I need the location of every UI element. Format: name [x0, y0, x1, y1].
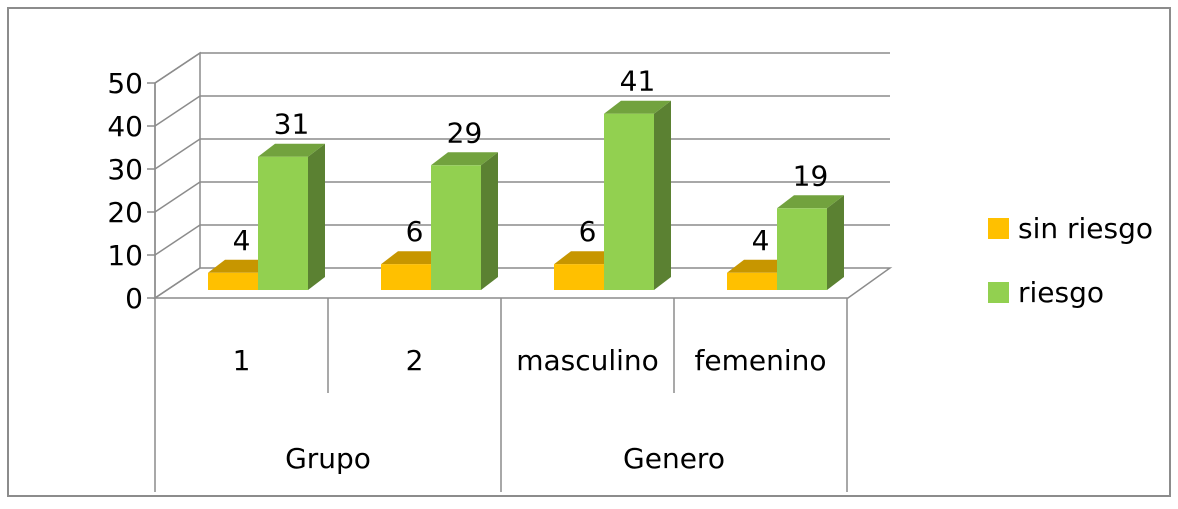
bar-side — [308, 143, 325, 290]
x-tick-label: masculino — [516, 344, 659, 377]
gridline — [154, 95, 890, 127]
bar — [258, 143, 325, 290]
x-tick-label: 1 — [233, 344, 251, 377]
legend: sin riesgo riesgo — [988, 212, 1153, 309]
legend-swatch — [988, 282, 1009, 303]
y-axis: 0 10 20 30 40 50 — [107, 67, 156, 315]
bar-front — [208, 272, 258, 290]
data-label: 6 — [406, 215, 424, 248]
data-label: 29 — [447, 116, 483, 149]
bar-front — [381, 264, 431, 290]
bar-side — [654, 100, 671, 290]
bar-front — [727, 272, 777, 290]
y-tick-label: 50 — [107, 67, 143, 100]
bar-front — [431, 165, 481, 290]
y-tick-label: 30 — [107, 153, 143, 186]
bar-top — [777, 195, 844, 209]
x-group-label: Genero — [623, 442, 725, 475]
bar-side — [481, 152, 498, 290]
bar-front — [258, 156, 308, 290]
bar-side — [827, 195, 844, 290]
floor — [152, 267, 893, 299]
legend-label: sin riesgo — [1018, 212, 1153, 245]
bar-front — [604, 113, 654, 290]
legend-swatch — [988, 218, 1009, 239]
bar-top — [604, 100, 671, 114]
legend-label: riesgo — [1018, 276, 1104, 309]
bar-top — [431, 152, 498, 166]
bar-front — [554, 264, 604, 290]
bar — [777, 195, 844, 290]
x-axis: 1 2 masculino femenino Grupo Genero — [154, 298, 848, 492]
data-label: 4 — [752, 224, 770, 257]
y-tick-label: 20 — [107, 196, 143, 229]
legend-item: sin riesgo — [988, 212, 1153, 245]
bars — [208, 100, 844, 290]
data-label: 41 — [620, 65, 656, 98]
x-tick-label: femenino — [695, 344, 827, 377]
bar-top — [258, 143, 325, 157]
x-group-label: Grupo — [285, 442, 371, 475]
x-tick-label: 2 — [406, 344, 424, 377]
data-labels: 4 31 6 29 6 41 4 19 — [233, 65, 829, 257]
y-tick-label: 10 — [107, 239, 143, 272]
gridline — [154, 52, 890, 84]
data-label: 6 — [579, 215, 597, 248]
y-tick-label: 0 — [125, 282, 143, 315]
legend-item: riesgo — [988, 276, 1104, 309]
bar-front — [777, 208, 827, 290]
data-label: 31 — [274, 108, 310, 141]
bar — [431, 152, 498, 290]
data-label: 19 — [793, 159, 829, 192]
data-label: 4 — [233, 224, 251, 257]
bar — [604, 100, 671, 290]
y-tick-label: 40 — [107, 110, 143, 143]
